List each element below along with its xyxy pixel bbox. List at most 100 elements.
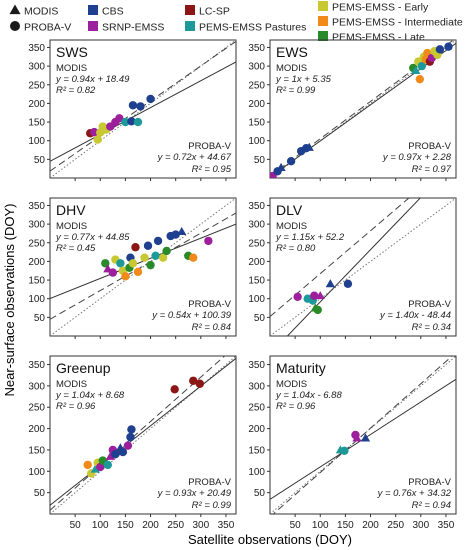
y-tick-label: 150 [248, 445, 265, 456]
proba-label: PROBA-V [188, 477, 231, 488]
data-point-18 [162, 246, 171, 256]
x-tick-label: 250 [387, 520, 404, 531]
data-point-10 [131, 243, 140, 252]
panel-greenup: 50 100 150 200 250 300 350 50 100 150 200 250 300 350… [28, 355, 237, 531]
y-tick-label: 300 [248, 381, 265, 392]
data-point-20 [444, 42, 453, 51]
modis-equation: y = 1.04x - 6.88 [275, 390, 342, 401]
proba-r2: R² = 0.97 [412, 164, 452, 175]
data-point-13 [136, 102, 145, 111]
modis-regression-line [270, 198, 410, 317]
x-tick-label: 300 [412, 520, 429, 531]
y-tick-label: 250 [28, 238, 45, 249]
proba-regression-line [286, 198, 421, 336]
legend-marker-0 [9, 4, 21, 15]
x-tick-label: 150 [117, 520, 134, 531]
data-point-7 [105, 451, 115, 460]
y-tick-label: 250 [28, 80, 45, 91]
y-tick-label: 200 [28, 257, 45, 268]
data-point-9 [128, 259, 138, 268]
data-point-15 [151, 251, 160, 261]
data-point-4 [116, 259, 125, 268]
y-tick-label: 250 [248, 238, 265, 249]
modis-label: MODIS [276, 221, 307, 232]
modis-equation: y = 1x + 5.35 [275, 74, 332, 85]
y-tick-label: 300 [28, 62, 45, 73]
y-axis-label: Near-surface observations (DOY) [2, 204, 17, 397]
one-to-one-line [50, 198, 236, 336]
data-point-2 [108, 268, 118, 277]
modis-r2: R² = 0.96 [56, 401, 96, 412]
panel-title: SWS [56, 44, 88, 60]
y-tick-label: 250 [248, 403, 265, 414]
x-tick-label: 250 [167, 520, 184, 531]
modis-r2: R² = 0.45 [56, 243, 96, 254]
data-point-1 [340, 446, 349, 455]
plot-frame [49, 39, 237, 179]
y-tick-label: 350 [248, 201, 265, 212]
data-point-11 [133, 267, 143, 277]
legend-marker-6 [318, 1, 328, 11]
data-point-24 [204, 236, 213, 246]
legend-label-5: PEMS-EMSS Pastures [199, 22, 306, 34]
data-point-4 [96, 462, 105, 472]
legend-label-7: PEMS-EMSS - Intermediate [332, 17, 463, 29]
proba-label: PROBA-V [188, 299, 231, 310]
modis-label: MODIS [276, 63, 307, 74]
modis-label: MODIS [56, 221, 87, 232]
y-tick-label: 100 [28, 467, 45, 478]
y-tick-label: 100 [248, 136, 265, 147]
y-tick-label: 150 [28, 445, 45, 456]
y-tick-label: 150 [28, 118, 45, 129]
data-point-17 [195, 379, 205, 388]
proba-label: PROBA-V [408, 141, 451, 152]
y-tick-label: 100 [248, 294, 265, 305]
data-point-21 [177, 226, 187, 236]
data-point-4 [360, 433, 371, 442]
points [335, 430, 371, 455]
proba-equation: y = 0.72x + 44.67 [157, 152, 232, 163]
y-tick-label: 50 [34, 313, 46, 324]
x-tick-label: 50 [70, 520, 82, 531]
proba-r2: R² = 0.94 [412, 500, 451, 511]
modis-equation: y = 1.15x + 52.2 [275, 232, 345, 243]
data-point-7 [325, 279, 335, 288]
y-tick-label: 350 [28, 201, 45, 212]
data-point-8 [115, 114, 124, 123]
data-point-16 [189, 376, 198, 385]
data-point-23 [189, 253, 198, 262]
plot-frame [49, 197, 237, 337]
data-point-19 [435, 45, 445, 54]
legend-label-6: PEMS-EMSS - Early [332, 2, 429, 14]
data-point-3 [286, 157, 296, 166]
modis-r2: R² = 0.96 [276, 401, 316, 412]
modis-regression-line [272, 356, 453, 514]
x-tick-label: 350 [438, 520, 455, 531]
y-tick-label: 100 [248, 467, 265, 478]
legend-label-8: PEMS-EMSS - Late [332, 32, 425, 44]
y-tick-label: 100 [28, 136, 45, 147]
legend-label-1: PROBA-V [24, 22, 71, 34]
y-tick-label: 300 [248, 220, 265, 231]
points [83, 376, 205, 478]
x-tick-label: 100 [312, 520, 329, 531]
data-point-6 [103, 460, 113, 470]
y-tick-label: 50 [34, 155, 46, 166]
y-tick-label: 250 [28, 403, 45, 414]
one-to-one-line [270, 356, 456, 514]
plot-frame [269, 197, 457, 337]
regression-lines [50, 356, 236, 514]
points [101, 226, 213, 281]
data-point-14 [146, 94, 155, 104]
data-point-15 [170, 385, 179, 394]
legend: MODIS PROBA-V CBS SRNP-EMSS LC-SP PEMS-EMSS P… [9, 1, 463, 44]
data-point-10 [415, 74, 425, 84]
panel-maturity: 50 100 150 200 250 300 350 50 100 150 200 250 300 350… [248, 355, 457, 531]
legend-marker-2 [88, 5, 98, 15]
proba-equation: y = 1.40x - 48.44 [379, 310, 451, 321]
y-tick-label: 200 [248, 99, 265, 110]
data-point-16 [153, 236, 163, 246]
x-tick-label: 350 [218, 520, 235, 531]
